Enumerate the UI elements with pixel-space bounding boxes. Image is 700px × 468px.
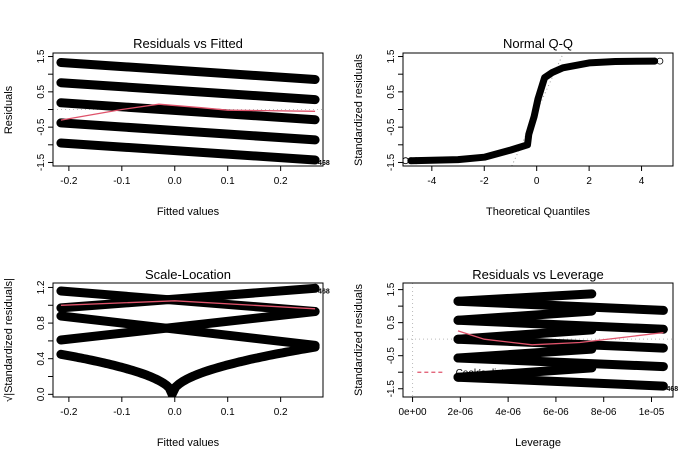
panel-title: Residuals vs Leverage	[472, 267, 604, 282]
y-axis-label: √|Standardized residuals|	[3, 278, 15, 402]
qq-outlier-point	[412, 157, 420, 165]
cooks-distance-legend-label: Cook's distance	[456, 368, 527, 379]
y-tick-label: 1.5	[36, 49, 47, 63]
point-label: 468	[318, 160, 330, 167]
point-band	[453, 372, 668, 391]
point-band	[453, 315, 668, 334]
x-tick-label: 2	[586, 176, 592, 187]
point-band	[56, 307, 320, 345]
x-tick-label: 0.2	[274, 407, 288, 418]
y-tick-label: -0.5	[36, 118, 47, 136]
scale-location-panel: Scale-Location Fitted values √|Standardi…	[3, 267, 330, 449]
x-tick-label: 0.1	[221, 176, 235, 187]
y-tick-label: 0.5	[386, 315, 397, 329]
point-label: 468	[666, 386, 678, 393]
x-tick-label: 6e-06	[543, 407, 569, 418]
y-tick-label: 0.0	[36, 387, 47, 401]
y-tick-label: -0.5	[386, 118, 397, 136]
y-axis-label: Standardized residuals	[353, 54, 365, 166]
x-tick-label: 4e-06	[495, 407, 521, 418]
y-axis-label: Residuals	[3, 85, 15, 134]
y-axis-label: Standardized residuals	[353, 284, 365, 396]
x-axis-label: Leverage	[515, 437, 561, 449]
point-label: 468	[318, 288, 330, 295]
x-tick-label: 0e+00	[399, 407, 428, 418]
y-tick-label: -0.5	[386, 347, 397, 365]
y-tick-label: 1.5	[386, 282, 397, 296]
x-tick-label: 0.2	[274, 176, 288, 187]
point-band	[56, 98, 320, 125]
plot-area	[403, 53, 664, 166]
point-band	[56, 58, 320, 84]
plot-area	[53, 58, 323, 165]
x-tick-label: 0	[534, 176, 540, 187]
plot-area	[403, 283, 673, 397]
x-tick-label: -0.2	[60, 407, 78, 418]
x-tick-label: 0.0	[168, 176, 182, 187]
x-axis-label: Fitted values	[157, 437, 220, 449]
y-tick-label: 0.8	[36, 316, 47, 330]
panel-title: Normal Q-Q	[503, 36, 573, 51]
x-tick-label: -0.1	[113, 407, 131, 418]
qq-outlier-point	[651, 57, 659, 65]
x-tick-label: 0.0	[168, 407, 182, 418]
x-tick-label: -4	[427, 176, 436, 187]
x-axis-label: Theoretical Quantiles	[486, 206, 590, 218]
point-band	[56, 78, 320, 105]
x-tick-label: -0.2	[60, 176, 78, 187]
qq-points	[407, 57, 659, 165]
panel-title: Scale-Location	[145, 267, 231, 282]
smooth-line	[60, 300, 316, 310]
point-band	[56, 283, 320, 313]
point-band	[56, 138, 320, 165]
x-axis-label: Fitted values	[157, 206, 220, 218]
point-band	[453, 296, 668, 315]
plot-area	[56, 283, 320, 397]
qq-outlier-point	[403, 157, 410, 165]
smooth-line	[60, 103, 316, 121]
point-band-v-curve	[56, 342, 320, 397]
y-tick-label: -1.5	[386, 153, 397, 171]
x-tick-label: 0.1	[221, 407, 235, 418]
x-tick-label: -0.1	[113, 176, 131, 187]
point-band	[56, 311, 320, 350]
x-tick-label: 2e-06	[448, 407, 474, 418]
normal-qq-panel: Normal Q-Q Theoretical Quantiles Standar…	[353, 36, 674, 218]
residuals-vs-fitted-panel: Residuals vs Fitted Fitted values Residu…	[3, 36, 330, 218]
qq-outlier-point	[407, 157, 415, 165]
smooth-line	[457, 330, 664, 346]
y-tick-label: -1.5	[386, 380, 397, 398]
x-tick-label: 4	[639, 176, 645, 187]
x-tick-label: 1e-05	[639, 407, 665, 418]
y-tick-label: 1.2	[36, 280, 47, 294]
qq-outlier-point	[656, 57, 664, 65]
panel-title: Residuals vs Fitted	[133, 36, 243, 51]
y-tick-label: 0.4	[36, 351, 47, 365]
y-tick-label: 0.5	[386, 84, 397, 98]
x-tick-label: -2	[480, 176, 489, 187]
y-tick-label: 1.5	[386, 49, 397, 63]
point-band	[453, 353, 668, 372]
point-band	[56, 118, 320, 145]
y-tick-label: 0.5	[36, 84, 47, 98]
residuals-vs-leverage-panel: Residuals vs Leverage Leverage Standardi…	[353, 267, 678, 449]
x-tick-label: 8e-06	[591, 407, 617, 418]
y-tick-label: -1.5	[36, 153, 47, 171]
